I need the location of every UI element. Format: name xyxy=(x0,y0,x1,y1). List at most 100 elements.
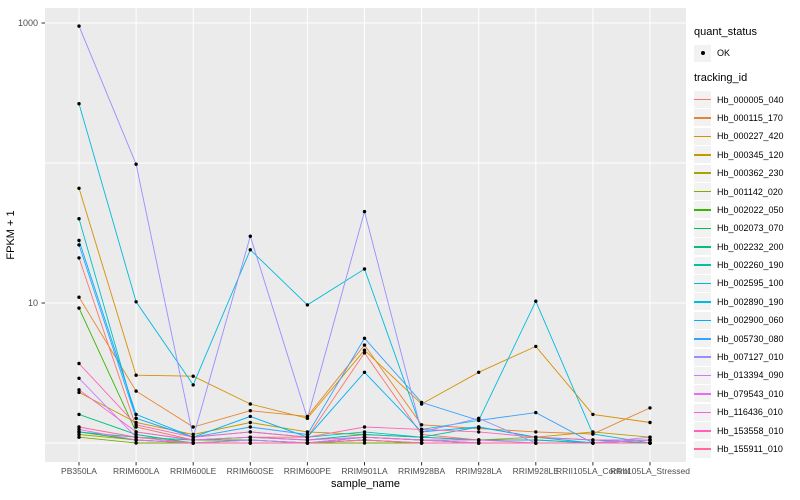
y-tick-label: 1000 xyxy=(17,18,38,28)
data-point xyxy=(248,409,252,413)
data-point xyxy=(305,435,310,439)
legend-key xyxy=(694,201,711,219)
legend-item-label: Hb_155911_010 xyxy=(717,444,783,454)
legend-item-tracking-id: Hb_155911_010 xyxy=(694,440,800,458)
data-point xyxy=(77,306,81,310)
data-point xyxy=(477,370,481,374)
data-point xyxy=(134,430,138,434)
legend-item-tracking-id: Hb_079543_010 xyxy=(694,385,800,403)
data-point xyxy=(77,217,81,221)
data-point xyxy=(248,425,252,429)
data-point xyxy=(534,299,538,303)
data-point xyxy=(77,425,81,429)
data-point xyxy=(134,373,138,377)
data-point xyxy=(477,416,481,420)
legend-key xyxy=(694,256,711,274)
legend-item-tracking-id: Hb_000005_040 xyxy=(694,90,800,109)
legend-key xyxy=(694,348,711,366)
x-tick-label: RRIM600PE xyxy=(283,466,332,476)
legend-item-label: Hb_002890_190 xyxy=(717,296,784,307)
color-swatch xyxy=(694,190,711,193)
data-point xyxy=(77,24,81,28)
data-point xyxy=(77,238,81,243)
legend-key xyxy=(694,403,711,421)
color-swatch xyxy=(694,393,711,395)
x-tick-label: RRIM901LA xyxy=(341,466,388,476)
data-point xyxy=(248,248,252,252)
legend-item-label: Hb_002260_190 xyxy=(717,260,784,271)
data-point xyxy=(77,243,81,247)
data-point xyxy=(534,435,538,439)
legend-item-label: Hb_002595_100 xyxy=(717,278,784,289)
legend-item-tracking-id: Hb_000227_420 xyxy=(694,127,800,145)
legend-key xyxy=(694,238,711,256)
data-point xyxy=(77,361,81,366)
data-point xyxy=(134,441,138,445)
data-point xyxy=(77,430,81,434)
data-point xyxy=(534,430,538,434)
legend-key xyxy=(694,91,711,109)
legend-item-tracking-id: Hb_005730_080 xyxy=(694,329,800,348)
legend-item-label: Hb_000345_120 xyxy=(717,149,784,160)
data-point xyxy=(477,438,481,442)
data-point xyxy=(534,344,538,349)
legend-key xyxy=(694,183,711,201)
legend-item-tracking-id: Hb_002890_190 xyxy=(694,293,800,311)
data-point xyxy=(77,102,81,106)
legend-item-label: OK xyxy=(717,48,731,59)
legend-key xyxy=(694,366,711,384)
y-tick-label: 10 xyxy=(27,298,38,308)
data-point xyxy=(248,430,252,434)
legend-key xyxy=(694,311,711,329)
color-swatch xyxy=(694,282,711,285)
plot-panel xyxy=(45,8,686,462)
color-swatch xyxy=(694,429,711,432)
legend-item-label: Hb_079543_010 xyxy=(717,388,784,399)
data-point xyxy=(77,186,81,190)
data-point xyxy=(419,438,424,442)
data-point xyxy=(534,438,538,442)
legend-item-label: Hb_000005_040 xyxy=(717,94,784,105)
legend-item-tracking-id: Hb_002022_050 xyxy=(694,201,800,219)
data-point xyxy=(77,295,81,299)
legend-spacer xyxy=(694,62,800,72)
legend-item-tracking-id: Hb_002232_200 xyxy=(694,238,800,256)
data-point xyxy=(77,427,81,432)
data-point xyxy=(362,351,367,355)
data-point xyxy=(362,370,367,374)
color-swatch xyxy=(694,411,711,414)
data-point xyxy=(134,389,138,393)
data-point xyxy=(305,441,310,445)
data-point xyxy=(191,432,195,437)
data-point xyxy=(362,435,367,439)
x-tick-label: RRII105LA_Control xyxy=(556,466,630,476)
x-tick-label: RRIM600SE xyxy=(226,466,274,476)
legend-title-quant-status: quant_status xyxy=(694,26,757,38)
legend-item-tracking-id: Hb_013394_090 xyxy=(694,366,800,384)
data-point xyxy=(419,400,424,405)
legend-item-label: Hb_000362_230 xyxy=(717,168,784,179)
legend-item-label: Hb_116436_010 xyxy=(717,407,783,418)
data-point xyxy=(362,348,367,352)
color-swatch xyxy=(694,209,711,211)
data-point xyxy=(419,423,424,427)
legend-item-tracking-id: Hb_002073_070 xyxy=(694,219,800,237)
color-swatch xyxy=(694,135,711,138)
data-point xyxy=(362,209,367,214)
legend-key xyxy=(694,293,711,311)
data-point xyxy=(77,390,81,395)
legend-item-tracking-id: Hb_153558_010 xyxy=(694,421,800,440)
legend-item-tracking-id: Hb_116436_010 xyxy=(694,403,800,421)
color-swatch xyxy=(694,301,711,303)
data-point xyxy=(477,425,481,429)
data-point xyxy=(248,234,252,238)
data-point xyxy=(191,441,195,445)
legend-key xyxy=(694,440,711,458)
color-swatch xyxy=(694,98,711,101)
legend-item-tracking-id: Hb_001142_020 xyxy=(694,182,800,201)
y-axis-title: FPKM + 1 xyxy=(5,210,17,260)
data-point xyxy=(77,256,81,260)
color-swatch xyxy=(694,172,711,175)
legend-item-label: Hb_001142_020 xyxy=(717,186,783,197)
